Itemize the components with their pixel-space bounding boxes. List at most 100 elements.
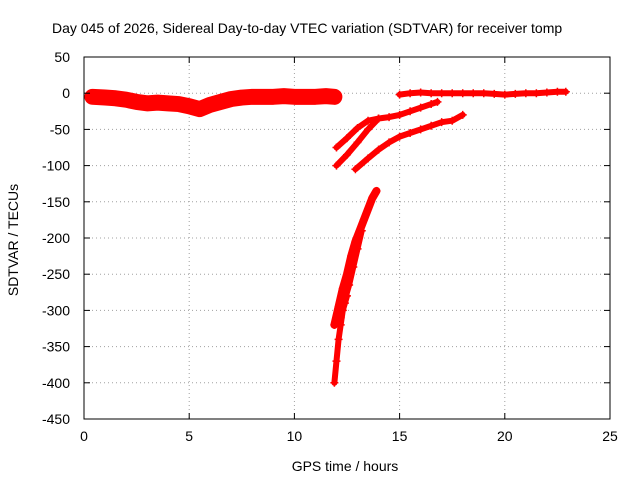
data-point: [185, 102, 194, 111]
data-point: [427, 89, 436, 98]
data-point: [330, 92, 339, 101]
data-point: [351, 165, 360, 174]
data-point: [359, 215, 368, 224]
data-point: [357, 226, 366, 235]
data-point: [364, 125, 373, 134]
data-point: [490, 89, 499, 98]
data-point: [332, 357, 341, 366]
data-point: [258, 92, 267, 101]
data-point: [511, 89, 520, 98]
y-tick-label: 0: [62, 85, 70, 101]
data-point: [88, 92, 97, 101]
data-point: [372, 186, 381, 195]
data-point: [416, 103, 425, 112]
y-tick-label: 50: [54, 49, 70, 65]
x-tick-label: 10: [287, 428, 303, 444]
data-point: [216, 97, 225, 106]
data-point: [406, 129, 415, 138]
data-point: [343, 134, 351, 143]
data-point: [433, 97, 442, 106]
data-point: [153, 98, 162, 107]
data-point: [237, 93, 246, 102]
y-tick-label: -250: [42, 266, 70, 282]
data-point: [469, 89, 478, 98]
data-point: [406, 89, 415, 98]
data-point: [101, 93, 110, 102]
data-point: [437, 89, 446, 98]
series-band: [84, 88, 343, 118]
data-point: [206, 100, 215, 109]
data-point: [164, 99, 173, 108]
series-arc-5: [351, 110, 467, 174]
chart-title: Day 045 of 2026, Sidereal Day-to-day VTE…: [52, 20, 562, 36]
data-point: [395, 90, 404, 99]
data-point: [448, 89, 457, 98]
data-point: [385, 138, 394, 147]
data-point: [269, 92, 278, 101]
data-point: [290, 92, 299, 101]
data-point: [364, 116, 373, 125]
axis-ticks: 0 5 10 15 20 25 50 0 -50 -100 -150 -200 -250 -300 -350…: [42, 49, 618, 444]
y-tick-label: -200: [42, 230, 70, 246]
y-axis-label: SDTVAR / TECUs: [5, 184, 21, 296]
data-point: [195, 105, 204, 114]
data-point: [227, 94, 236, 103]
data-point: [364, 154, 373, 163]
data-point: [374, 114, 383, 123]
y-tick-label: -150: [42, 194, 70, 210]
y-tick-label: -450: [42, 411, 70, 427]
x-axis-label: GPS time / hours: [292, 458, 399, 474]
data-point: [406, 107, 415, 116]
grid: [84, 57, 610, 419]
series-arc-8: [336, 226, 366, 322]
data-point: [336, 320, 345, 329]
data-point: [349, 262, 358, 271]
data-point: [416, 88, 425, 97]
data-point: [427, 100, 436, 109]
x-tick-label: 15: [392, 428, 408, 444]
data-point: [353, 244, 362, 253]
x-tick-label: 0: [80, 428, 88, 444]
data-point: [332, 161, 341, 170]
data-point: [330, 378, 339, 387]
data-point: [353, 138, 362, 147]
data-point: [334, 335, 343, 344]
data-point: [111, 94, 120, 103]
data-point: [448, 116, 457, 125]
series-arc-2: [395, 87, 570, 99]
plot-frame: [83, 56, 611, 420]
data-point: [368, 194, 377, 203]
series-arc-4: [332, 114, 383, 170]
series-arc-1: [84, 88, 343, 118]
data-point: [553, 87, 562, 96]
data-point: [143, 99, 152, 108]
data-point: [437, 118, 446, 127]
data-point: [122, 95, 131, 104]
data-point: [385, 113, 394, 122]
data-point: [248, 92, 257, 101]
data-point: [340, 295, 349, 304]
data-point: [458, 110, 467, 119]
data-point: [300, 92, 309, 101]
data-point: [561, 87, 570, 96]
data-point: [374, 145, 383, 154]
data-point: [395, 132, 404, 141]
data-point: [395, 110, 404, 119]
data-point: [321, 92, 330, 101]
data-point: [311, 92, 320, 101]
data-point: [416, 125, 425, 134]
x-tick-label: 5: [185, 428, 193, 444]
data-point: [521, 89, 530, 98]
y-tick-label: -100: [42, 158, 70, 174]
data-point: [132, 97, 141, 106]
y-tick-label: -50: [50, 121, 70, 137]
data-point: [353, 123, 362, 132]
y-tick-label: -400: [42, 375, 70, 391]
data-point: [343, 150, 351, 159]
data-point: [458, 89, 467, 98]
data-point: [332, 143, 341, 152]
x-tick-label: 25: [602, 428, 618, 444]
data-point: [479, 89, 488, 98]
y-tick-label: -300: [42, 302, 70, 318]
